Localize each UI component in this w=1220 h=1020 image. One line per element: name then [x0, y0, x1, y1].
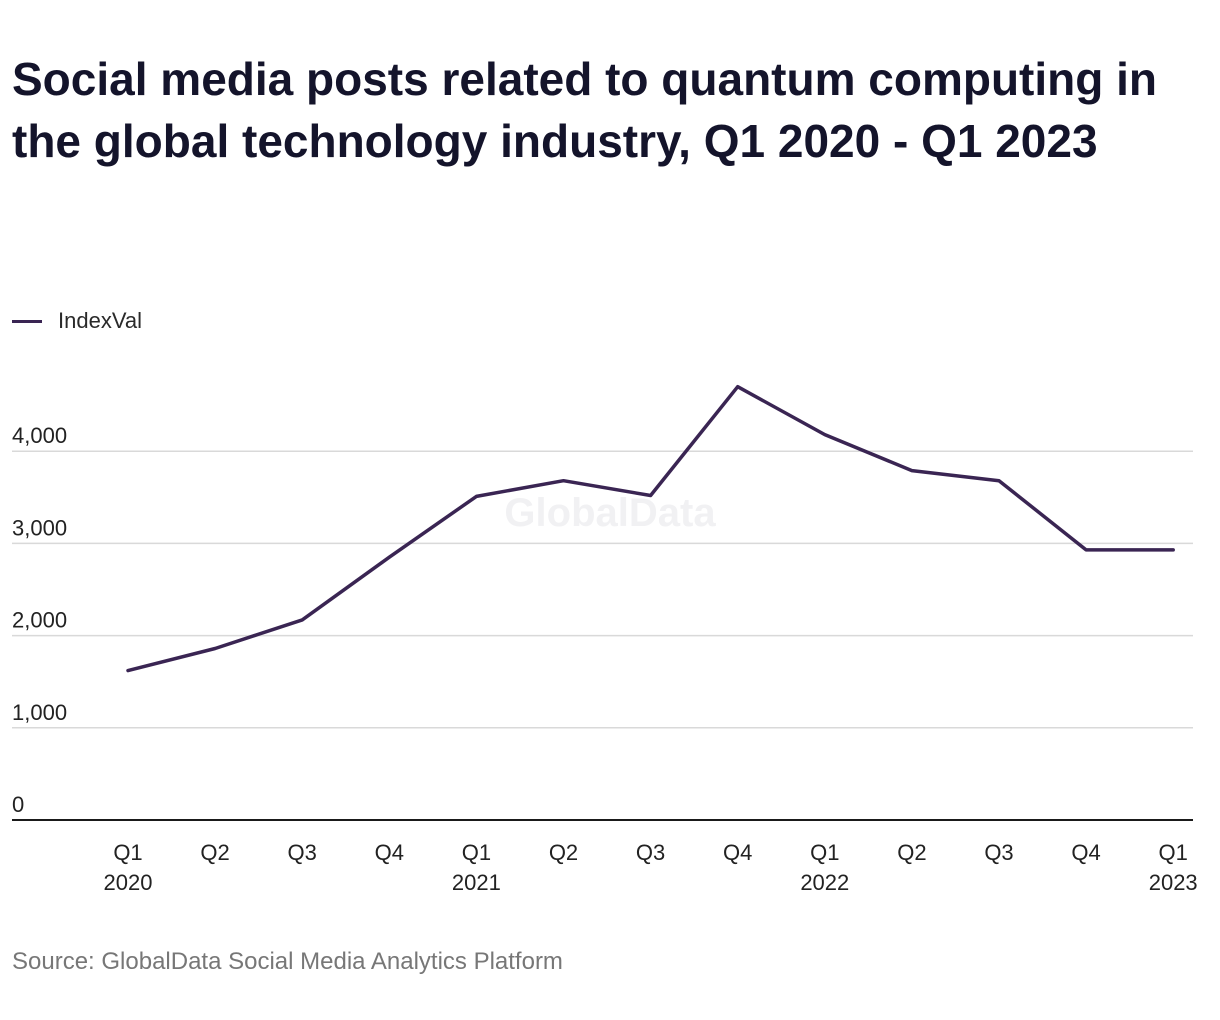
- watermark: GlobalData: [504, 491, 716, 535]
- x-tick-label: Q4: [723, 840, 752, 865]
- y-tick-label: 3,000: [12, 515, 67, 540]
- legend-line-swatch: [12, 319, 42, 323]
- x-tick-label: Q2: [549, 840, 578, 865]
- x-tick-label: Q2: [897, 840, 926, 865]
- x-tick-label: Q3: [984, 840, 1013, 865]
- x-tick-label: Q1 2021: [452, 840, 501, 895]
- y-tick-label: 1,000: [12, 700, 67, 725]
- legend: IndexVal: [12, 306, 142, 336]
- x-tick-label: Q2: [200, 840, 229, 865]
- chart-title: Social media posts related to quantum co…: [12, 53, 1158, 167]
- y-tick-label: 4,000: [12, 423, 67, 448]
- x-tick-label: Q3: [288, 840, 317, 865]
- source-note: Source: GlobalData Social Media Analytic…: [12, 948, 563, 975]
- legend-label: IndexVal: [58, 308, 142, 333]
- y-tick-label: 0: [12, 792, 24, 817]
- x-tick-label: Q4: [1071, 840, 1100, 865]
- y-axis-tick-labels: 0 1,000 2,000 3,000 4,000: [12, 423, 67, 817]
- y-tick-label: 2,000: [12, 608, 67, 633]
- x-tick-label: Q1 2020: [104, 840, 153, 895]
- x-tick-label: Q3: [636, 840, 665, 865]
- x-tick-label: Q4: [375, 840, 404, 865]
- x-axis-tick-labels: Q1 2020 Q2 Q3 Q4 Q1 2021 Q2 Q3 Q4 Q1 2022 Q2 Q3 Q4 Q1 20…: [104, 840, 1198, 895]
- x-tick-label: Q1 2023: [1149, 840, 1198, 895]
- x-tick-label: Q1 2022: [800, 840, 849, 895]
- series-layer: [126, 384, 1175, 673]
- grid-lines: [12, 450, 1193, 729]
